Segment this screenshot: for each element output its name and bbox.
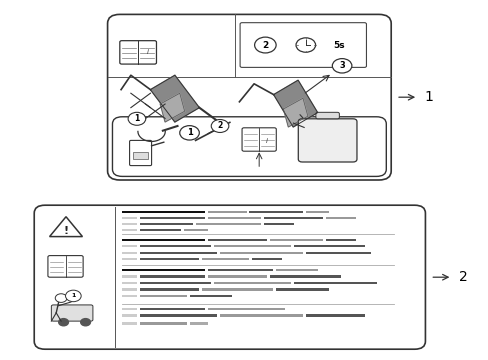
Text: 3: 3 [339, 61, 344, 70]
Bar [122, 252, 137, 254]
Bar [122, 239, 204, 241]
Polygon shape [160, 93, 184, 122]
Bar [122, 211, 204, 213]
Text: 2: 2 [458, 270, 467, 284]
Text: 2: 2 [217, 122, 222, 130]
Bar [140, 314, 217, 317]
Bar [305, 314, 364, 317]
Circle shape [180, 126, 199, 140]
Bar [269, 275, 341, 278]
Polygon shape [49, 217, 82, 237]
FancyBboxPatch shape [120, 41, 156, 64]
Polygon shape [283, 98, 307, 127]
Text: 1: 1 [186, 129, 192, 137]
Bar [140, 275, 204, 278]
Bar [190, 323, 207, 325]
Bar [220, 252, 302, 254]
Text: 2: 2 [262, 41, 268, 50]
Bar [190, 295, 231, 297]
Bar [207, 275, 266, 278]
Bar [305, 211, 329, 213]
Bar [140, 323, 187, 325]
Text: 1: 1 [424, 90, 432, 104]
Bar [207, 308, 285, 310]
Bar [122, 245, 137, 247]
Circle shape [81, 319, 90, 326]
Bar [122, 223, 137, 225]
Text: i: i [146, 49, 148, 55]
Bar [140, 288, 199, 291]
Bar [140, 258, 199, 260]
Bar [122, 314, 137, 317]
FancyBboxPatch shape [315, 112, 339, 119]
Bar [140, 282, 211, 284]
Bar [122, 269, 204, 271]
Bar [122, 217, 137, 219]
FancyBboxPatch shape [129, 140, 151, 166]
Bar [184, 229, 207, 231]
Circle shape [128, 112, 145, 125]
Text: 1: 1 [134, 114, 139, 123]
Text: !: ! [63, 226, 68, 235]
Bar [140, 223, 193, 225]
Bar [140, 245, 211, 247]
Bar [122, 295, 137, 297]
Bar [122, 275, 137, 278]
Bar [140, 229, 181, 231]
FancyBboxPatch shape [34, 205, 425, 349]
FancyBboxPatch shape [242, 128, 276, 151]
Text: i: i [265, 138, 267, 144]
Bar [325, 217, 355, 219]
Circle shape [254, 37, 276, 53]
Bar [325, 239, 355, 241]
FancyBboxPatch shape [107, 14, 390, 180]
Bar [202, 258, 249, 260]
Circle shape [65, 290, 81, 302]
Polygon shape [150, 75, 199, 122]
Bar [122, 323, 137, 325]
FancyBboxPatch shape [112, 117, 386, 176]
Circle shape [211, 120, 228, 132]
Bar [293, 245, 364, 247]
Bar [214, 245, 290, 247]
Bar [133, 152, 147, 159]
Bar [276, 269, 317, 271]
Bar [276, 288, 329, 291]
Bar [122, 288, 137, 291]
Circle shape [55, 294, 67, 302]
Circle shape [332, 59, 351, 73]
Polygon shape [273, 80, 317, 127]
Text: 1: 1 [71, 293, 75, 298]
Bar [207, 239, 266, 241]
Bar [264, 223, 293, 225]
Bar [252, 258, 282, 260]
Bar [269, 239, 323, 241]
Bar [305, 252, 370, 254]
Bar [249, 211, 302, 213]
Bar [122, 229, 137, 231]
Circle shape [59, 319, 68, 326]
Bar [220, 314, 302, 317]
Bar [202, 288, 273, 291]
Bar [140, 295, 187, 297]
Bar [207, 211, 246, 213]
FancyBboxPatch shape [48, 256, 83, 277]
Circle shape [295, 38, 315, 52]
Bar [122, 308, 137, 310]
Bar [140, 217, 204, 219]
Bar [196, 223, 261, 225]
Bar [122, 282, 137, 284]
FancyBboxPatch shape [51, 305, 93, 321]
Bar [207, 269, 273, 271]
Bar [207, 217, 261, 219]
Text: 5s: 5s [332, 41, 344, 50]
Bar [140, 308, 204, 310]
Bar [140, 252, 217, 254]
Bar [293, 282, 376, 284]
FancyBboxPatch shape [240, 23, 366, 67]
Bar [264, 217, 323, 219]
FancyBboxPatch shape [298, 119, 356, 162]
Bar [214, 282, 290, 284]
Bar [122, 258, 137, 260]
